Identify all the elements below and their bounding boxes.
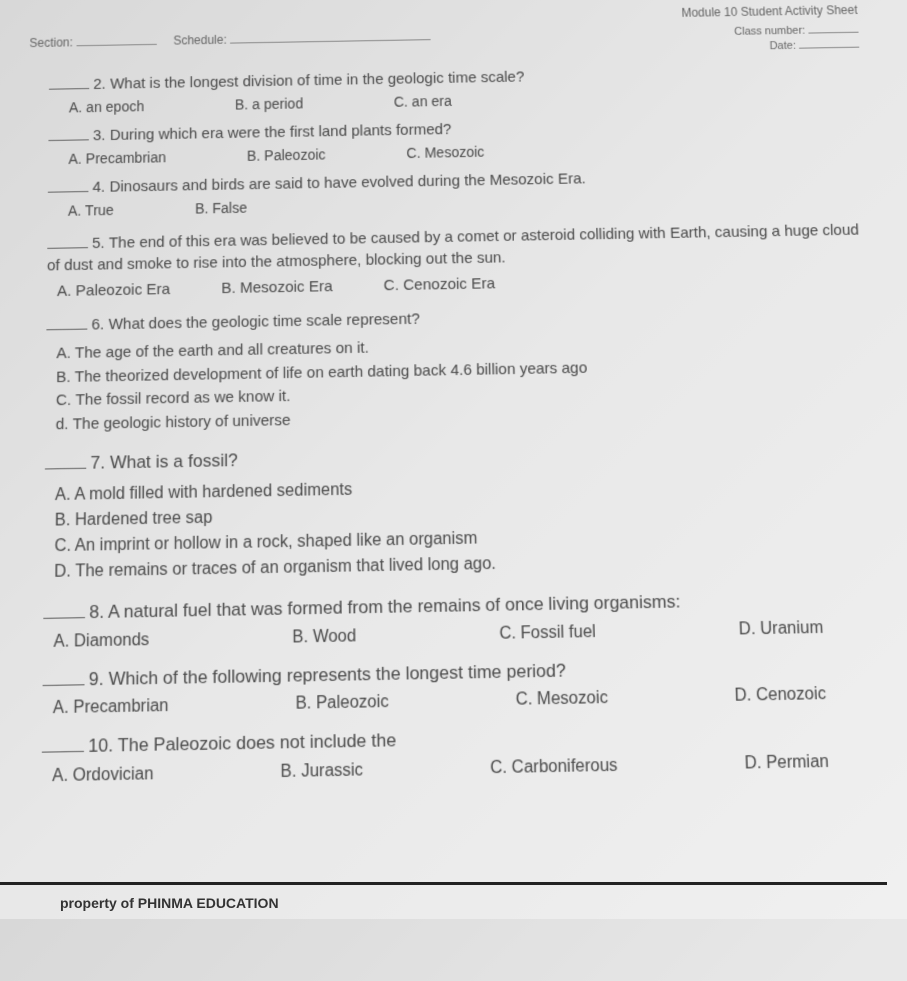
answer-blank[interactable] xyxy=(48,178,89,193)
schedule-line xyxy=(230,28,431,43)
q10-opt-c: C. Carboniferous xyxy=(490,757,618,779)
q6-options: A. The age of the earth and all creature… xyxy=(56,328,877,436)
q4-text: 4. Dinosaurs and birds are said to have … xyxy=(92,170,585,196)
q2-opt-b: B. a period xyxy=(235,95,303,112)
footer-text: property of PHINMA EDUCATION xyxy=(60,895,279,911)
date-label: Date: xyxy=(769,40,796,52)
q5-opt-c: C. Cenozoic Era xyxy=(384,275,496,294)
q10-opt-b: B. Jurassic xyxy=(281,761,364,782)
q7-options: A. A mold filled with hardened sediments… xyxy=(54,468,883,585)
class-line xyxy=(808,21,859,34)
question-5: 5. The end of this era was believed to b… xyxy=(47,219,869,276)
q2-opt-a: A. an epoch xyxy=(69,98,144,115)
q4-opt-b: B. False xyxy=(195,199,247,216)
q3-text: 3. During which era were the first land … xyxy=(93,121,452,144)
answer-blank[interactable] xyxy=(43,670,85,686)
q3-opt-b: B. Paleozoic xyxy=(247,146,326,164)
answer-blank[interactable] xyxy=(46,315,87,330)
q6-text: 6. What does the geologic time scale rep… xyxy=(91,310,420,333)
q10-opt-d: D. Permian xyxy=(744,753,829,774)
q9-text: 9. Which of the following represents the… xyxy=(89,660,566,689)
q9-opt-d: D. Cenozoic xyxy=(734,685,826,706)
section-line xyxy=(76,33,156,46)
q3-opt-c: C. Mesozoic xyxy=(406,144,484,162)
answer-blank[interactable] xyxy=(45,454,86,470)
date-line xyxy=(799,36,860,49)
answer-blank[interactable] xyxy=(47,234,88,249)
page-bottom-rule xyxy=(0,882,887,885)
q2-text: 2. What is the longest division of time … xyxy=(93,68,524,93)
answer-blank[interactable] xyxy=(43,603,85,619)
schedule-label: Schedule: xyxy=(173,33,227,48)
answer-blank[interactable] xyxy=(49,75,89,90)
q5-text: 5. The end of this era was believed to b… xyxy=(47,221,859,274)
q7-text: 7. What is a fossil? xyxy=(90,450,237,473)
q8-opt-a: A. Diamonds xyxy=(53,631,149,652)
q10-text: 10. The Paleozoic does not include the xyxy=(88,730,396,756)
q8-opt-b: B. Wood xyxy=(292,627,356,648)
q5-opt-b: B. Mesozoic Era xyxy=(221,278,333,297)
q9-opt-b: B. Paleozoic xyxy=(295,693,389,714)
q10-opt-a: A. Ordovician xyxy=(52,765,153,787)
section-label: Section: xyxy=(29,35,73,50)
answer-blank[interactable] xyxy=(42,737,84,753)
q8-text: 8. A natural fuel that was formed from t… xyxy=(89,591,680,622)
q5-opt-a: A. Paleozoic Era xyxy=(57,281,170,301)
q8-opt-d: D. Uranium xyxy=(739,618,824,639)
q9-opt-a: A. Precambrian xyxy=(53,697,169,719)
q8-opt-c: C. Fossil fuel xyxy=(499,623,596,644)
worksheet-page: Module 10 Student Activity Sheet Section… xyxy=(0,0,907,981)
q4-opt-a: A. True xyxy=(68,202,114,219)
answer-blank[interactable] xyxy=(48,126,89,141)
q9-opt-c: C. Mesozoic xyxy=(515,689,608,710)
q3-opt-a: A. Precambrian xyxy=(68,149,166,167)
q2-opt-c: C. an era xyxy=(394,93,452,110)
